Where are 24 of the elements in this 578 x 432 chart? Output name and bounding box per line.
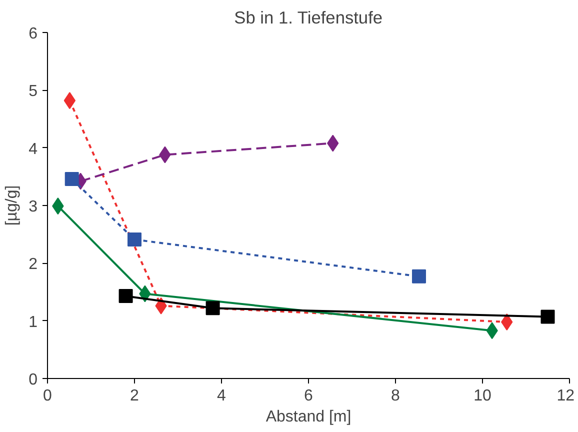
point [540,310,555,324]
y-tick-label: 3 [28,198,38,216]
y-tick-label: 2 [28,256,38,274]
point [206,301,220,316]
point [128,232,142,247]
x-tick-label: 6 [304,388,314,404]
point [412,269,426,284]
x-tick-label: 8 [391,388,400,404]
point [118,289,133,304]
y-tick-label: 1 [28,314,38,331]
y-tick-label: 0 [28,372,38,388]
x-axis-title: Abstand [m] [266,408,352,426]
y-tick-label: 4 [28,140,38,158]
point [64,92,76,110]
y-tick-label: 5 [28,83,38,100]
point [64,172,79,186]
y-axis-title: [µg/g] [4,185,21,226]
chart-title: Sb in 1. Tiefenstufe [234,8,383,28]
x-tick-label: 12 [556,388,575,404]
x-tick-label: 2 [130,388,140,404]
x-tick-label: 10 [474,388,492,404]
y-tick-label: 6 [28,26,38,42]
x-tick-label: 0 [43,388,52,404]
x-tick-label: 4 [217,388,226,404]
